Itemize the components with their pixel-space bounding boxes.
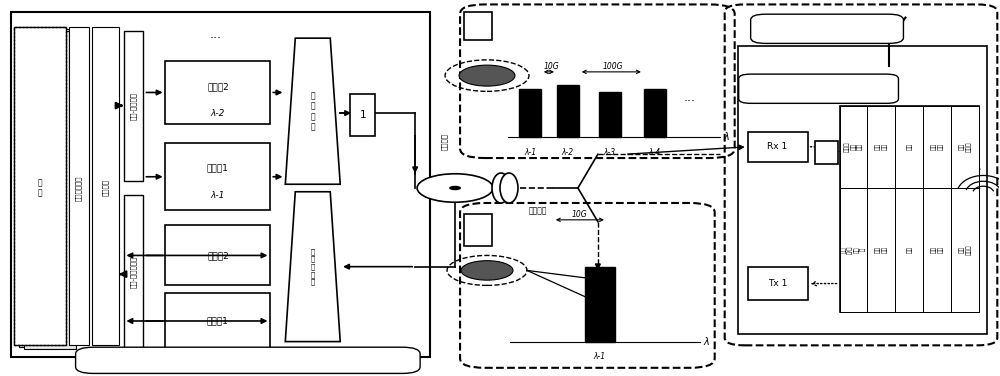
Bar	[165, 143, 270, 211]
Bar	[748, 267, 808, 300]
Text: 中频解
频分
复用: 中频解 频分 复用	[844, 141, 863, 152]
Bar	[951, 106, 979, 188]
Text: 数模
转换: 数模 转换	[875, 246, 888, 253]
Text: 卡
笼: 卡 笼	[37, 178, 42, 198]
FancyBboxPatch shape	[739, 74, 898, 103]
Bar	[738, 45, 987, 334]
Text: λ-4: λ-4	[649, 148, 661, 157]
Text: 发射机1: 发射机1	[207, 163, 229, 172]
Text: λ-1: λ-1	[211, 191, 225, 200]
Bar	[14, 27, 66, 345]
Bar	[923, 106, 951, 188]
Text: ···: ···	[684, 96, 696, 108]
Text: 模数
转换: 模数 转换	[931, 246, 943, 253]
Text: 解
波
分
复
用: 解 波 分 复 用	[311, 248, 315, 285]
Text: λ-3: λ-3	[604, 148, 616, 157]
Bar	[815, 141, 838, 164]
Ellipse shape	[500, 173, 518, 203]
Text: 光载中频: 光载中频	[529, 206, 547, 215]
Text: 基带
转射频: 基带 转射频	[959, 141, 971, 152]
Polygon shape	[285, 192, 340, 341]
Text: 光环形器: 光环形器	[441, 133, 447, 150]
Text: 射频拉远单元-1: 射频拉远单元-1	[799, 84, 838, 93]
Text: 模数
转换: 模数 转换	[875, 143, 888, 150]
Bar	[165, 61, 270, 124]
Bar	[951, 188, 979, 312]
Ellipse shape	[492, 173, 510, 203]
Circle shape	[449, 186, 461, 190]
Text: 1: 1	[475, 21, 481, 31]
Text: 2: 2	[823, 147, 829, 158]
Bar	[11, 12, 430, 356]
Bar	[557, 85, 579, 137]
Circle shape	[459, 65, 515, 86]
Bar	[69, 27, 89, 345]
Bar	[165, 226, 270, 285]
Text: ···: ···	[209, 354, 221, 367]
Text: λ-2: λ-2	[562, 148, 574, 157]
Text: λ-2: λ-2	[211, 109, 225, 118]
Bar	[124, 31, 143, 180]
Text: 中频-解频分复用: 中频-解频分复用	[130, 256, 137, 288]
Bar	[585, 267, 615, 341]
Text: Tx 1: Tx 1	[768, 279, 787, 288]
FancyBboxPatch shape	[76, 347, 420, 373]
Text: 基带单元池-光线路终端: 基带单元池-光线路终端	[221, 356, 274, 365]
Bar	[840, 106, 867, 188]
Bar	[923, 188, 951, 312]
Text: 波
分
复
用: 波 分 复 用	[310, 91, 315, 131]
FancyBboxPatch shape	[751, 14, 903, 43]
Text: 接收机2: 接收机2	[207, 251, 229, 260]
Bar	[895, 106, 923, 188]
Bar	[19, 29, 71, 347]
Text: 再生: 再生	[907, 246, 912, 253]
Text: 射频
转基带: 射频 转基带	[959, 244, 971, 255]
Text: 1: 1	[359, 110, 366, 120]
Text: λ: λ	[704, 337, 709, 347]
Polygon shape	[285, 38, 340, 184]
Text: 100G: 100G	[603, 62, 624, 71]
Bar	[599, 92, 621, 137]
Text: 再生: 再生	[907, 143, 912, 150]
Bar	[519, 89, 541, 137]
Bar	[867, 106, 895, 188]
Text: 射频拉远单元-2: 射频拉远单元-2	[808, 24, 846, 33]
Text: 中频-频分复用: 中频-频分复用	[130, 92, 137, 120]
Bar	[895, 188, 923, 312]
Text: 发射机2: 发射机2	[207, 82, 229, 91]
Bar	[165, 293, 270, 349]
Text: 数模
转换: 数模 转换	[931, 143, 943, 150]
Bar	[840, 106, 979, 312]
Circle shape	[417, 174, 493, 202]
Text: λ-1: λ-1	[524, 148, 536, 157]
Bar	[92, 27, 119, 345]
Text: λ: λ	[724, 132, 729, 143]
Bar	[464, 12, 492, 40]
Bar	[644, 89, 666, 137]
Text: 中频
解/频
分复
用: 中频 解/频 分复 用	[841, 246, 866, 254]
Text: λ-1: λ-1	[594, 352, 606, 361]
Bar	[14, 27, 66, 345]
Bar	[350, 94, 375, 136]
Text: 联合基带处理: 联合基带处理	[75, 175, 82, 201]
Text: Rx 1: Rx 1	[767, 142, 788, 151]
Bar	[124, 196, 143, 349]
Text: 接收机1: 接收机1	[207, 317, 229, 326]
Bar	[14, 27, 66, 345]
Bar	[24, 31, 76, 349]
Text: 10G: 10G	[572, 210, 588, 219]
Bar	[840, 188, 867, 312]
Bar	[464, 214, 492, 246]
Bar	[748, 132, 808, 162]
Text: ···: ···	[209, 32, 221, 45]
Text: 10G: 10G	[544, 62, 560, 71]
Text: 2: 2	[475, 225, 481, 235]
Circle shape	[461, 261, 513, 280]
Bar	[867, 188, 895, 312]
Text: 矢量数据: 矢量数据	[102, 179, 108, 197]
